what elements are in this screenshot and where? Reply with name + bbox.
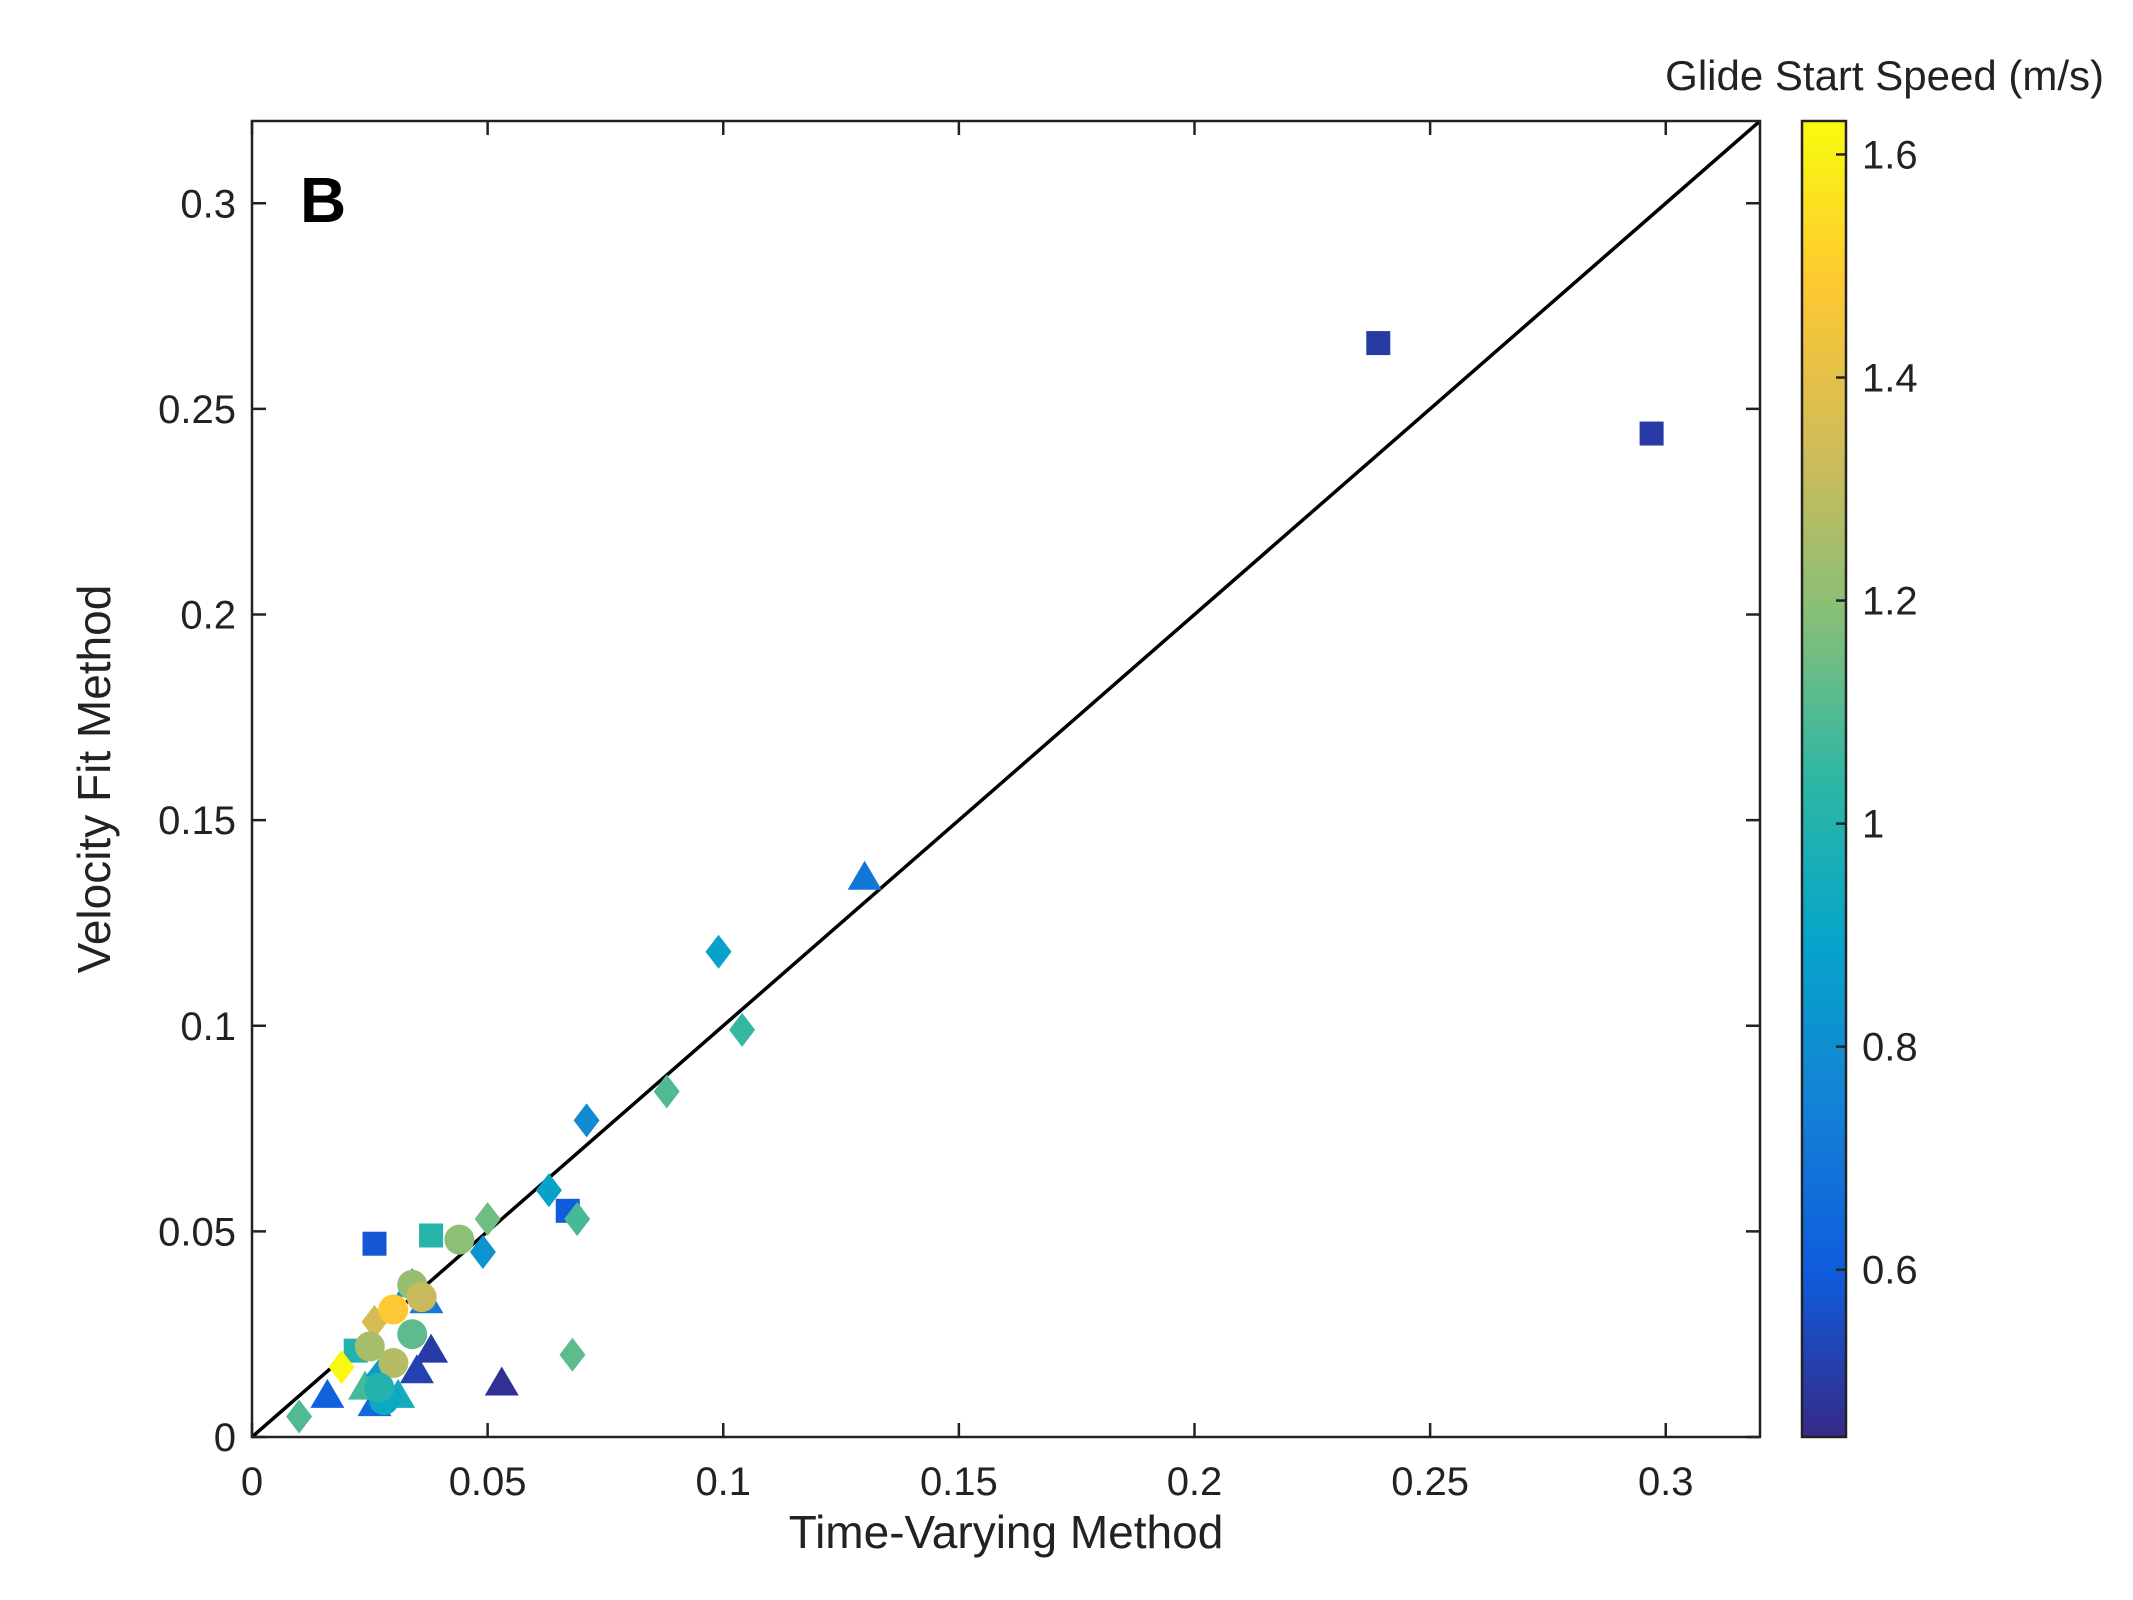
data-point-circle: [397, 1319, 428, 1350]
data-point-diamond: [564, 1202, 591, 1237]
data-point-triangle: [310, 1378, 345, 1408]
colorbar-ticks: 0.6 0.8 1 1.2 1.4 1.6: [1836, 133, 1918, 1293]
colorbar-tick-label: 1: [1862, 803, 1884, 847]
data-point-square: [362, 1231, 387, 1256]
x-axis-title: Time-Varying Method: [789, 1506, 1224, 1558]
data-point-square: [419, 1223, 444, 1248]
data-point-diamond: [573, 1103, 600, 1138]
colorbar-tick-label: 1.4: [1862, 357, 1918, 401]
y-tick-label: 0.2: [180, 594, 236, 638]
x-tick-label: 0.3: [1638, 1460, 1694, 1504]
data-point-triangle: [399, 1354, 434, 1384]
colorbar-tick-label: 0.8: [1862, 1026, 1918, 1070]
data-point-circle: [406, 1282, 437, 1313]
x-tick-label: 0.2: [1167, 1460, 1223, 1504]
data-point-circle: [378, 1294, 409, 1325]
identity-line: [252, 121, 1760, 1437]
data-point-triangle: [484, 1366, 519, 1396]
panel-label: B: [300, 164, 346, 236]
colorbar-tick-label: 1.6: [1862, 133, 1918, 177]
data-point-diamond: [653, 1074, 680, 1109]
plot-frame: [250, 119, 1762, 1439]
x-tick-label: 0.1: [695, 1460, 751, 1504]
data-point-triangle: [847, 860, 882, 890]
data-points: [286, 331, 1664, 1434]
x-axis-ticks: 0 0.05 0.1 0.15 0.2 0.25 0.3: [241, 121, 1694, 1504]
data-point-diamond: [469, 1234, 496, 1269]
x-tick-label: 0: [241, 1460, 263, 1504]
colorbar-tick-label: 1.2: [1862, 580, 1918, 624]
y-axis-ticks: 0 0.05 0.1 0.15 0.2 0.25 0.3: [158, 182, 1760, 1460]
colorbar-title: Glide Start Speed (m/s): [1665, 52, 2104, 99]
y-tick-label: 0.1: [180, 1005, 236, 1049]
data-point-diamond: [559, 1337, 586, 1372]
data-point-circle: [444, 1224, 475, 1255]
data-point-diamond: [474, 1202, 501, 1237]
colorbar: 0.6 0.8 1 1.2 1.4 1.6 Glide Start Speed (m/s): [1665, 52, 2104, 1439]
y-tick-label: 0: [214, 1416, 236, 1460]
y-tick-label: 0.15: [158, 799, 236, 843]
x-tick-label: 0.05: [449, 1460, 527, 1504]
x-tick-label: 0.15: [920, 1460, 998, 1504]
data-point-circle: [364, 1372, 395, 1403]
data-point-diamond: [729, 1012, 756, 1047]
colorbar-gradient: [1800, 119, 1848, 1439]
colorbar-tick-label: 0.6: [1862, 1249, 1918, 1293]
data-point-circle: [378, 1347, 409, 1378]
data-point-triangle: [414, 1333, 449, 1363]
data-point-square: [1366, 331, 1391, 356]
x-tick-label: 0.25: [1391, 1460, 1469, 1504]
data-point-circle: [354, 1331, 385, 1362]
y-axis-title: Velocity Fit Method: [68, 585, 120, 974]
y-tick-label: 0.05: [158, 1210, 236, 1254]
data-point-square: [1639, 421, 1664, 446]
y-tick-label: 0.25: [158, 388, 236, 432]
y-tick-label: 0.3: [180, 182, 236, 226]
data-point-diamond: [328, 1350, 355, 1385]
data-point-diamond: [535, 1173, 562, 1208]
data-point-diamond: [705, 934, 732, 969]
data-point-diamond: [286, 1399, 313, 1434]
